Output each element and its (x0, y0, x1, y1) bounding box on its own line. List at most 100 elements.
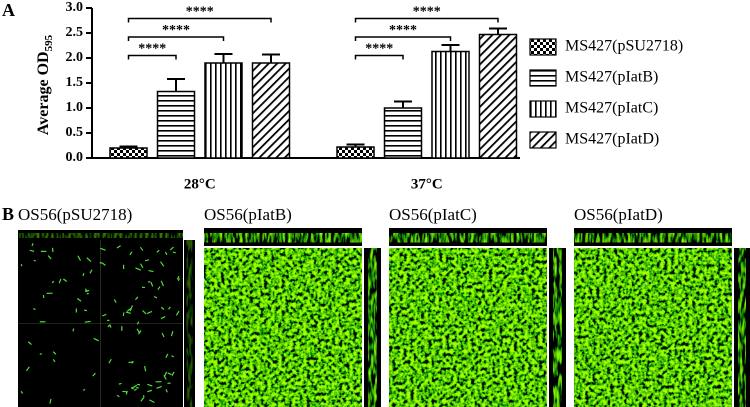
bacterium (116, 394, 120, 398)
y-tick-label: 1.5 (66, 75, 84, 90)
bacterium (130, 387, 134, 390)
bacterium (76, 298, 82, 302)
bacterium (47, 255, 52, 260)
bacterium (136, 383, 141, 386)
significance-bracket (354, 36, 452, 41)
bar (478, 33, 518, 159)
legend-label: MS427(pSU2718) (565, 38, 683, 55)
bacterium (131, 360, 134, 364)
image-caption: OS56(pIatD) (574, 205, 663, 224)
y-axis-label-subscript: 595 (43, 34, 55, 51)
orthogonal-view-side (186, 240, 193, 407)
bacterium (125, 311, 131, 314)
bacterium (101, 262, 106, 266)
image-caption: OS56(pIatB) (204, 205, 292, 224)
bar (156, 90, 196, 159)
bacterium (118, 382, 122, 385)
bacterium (138, 330, 142, 335)
bar (431, 50, 470, 159)
orthogonal-view-top (204, 233, 362, 243)
bacterium (107, 324, 111, 328)
bacterium (51, 280, 55, 284)
bacterium (84, 320, 91, 323)
significance-label: **** (138, 42, 166, 57)
bacterium (172, 251, 176, 254)
bacterium (171, 371, 175, 376)
bacterium (156, 249, 160, 253)
bacterium (168, 306, 171, 310)
biofilm-image (574, 248, 732, 407)
bacterium (160, 306, 165, 311)
bacterium (147, 280, 151, 283)
bacterium (100, 247, 106, 251)
bacterium (29, 249, 35, 253)
bacterium (140, 397, 145, 402)
bacterium (146, 310, 153, 315)
bacterium (142, 310, 147, 315)
orthogonal-view-top (574, 233, 732, 243)
bar (109, 147, 148, 159)
bacterium (160, 316, 166, 320)
bacterium (160, 261, 165, 267)
bacterium (82, 388, 86, 391)
x-tick-label: 28°C (184, 176, 216, 192)
bacterium (33, 307, 36, 311)
bacterium (20, 390, 24, 394)
bar (336, 146, 375, 159)
bacterium (129, 305, 133, 312)
bacterium (126, 308, 132, 312)
bacterium (108, 358, 112, 364)
significance-label: **** (186, 5, 214, 20)
bacterium (165, 389, 168, 393)
bacterium (116, 245, 121, 249)
y-axis-label: Average OD595 (35, 34, 55, 135)
bacterium (160, 280, 164, 287)
image-caption: OS56(pIatC) (389, 205, 477, 224)
biofilm-image (204, 248, 362, 407)
bacterium (102, 313, 107, 317)
bacterium (72, 328, 75, 332)
legend-swatch (529, 131, 557, 149)
significance-bracket (354, 17, 499, 23)
significance-bracket (127, 36, 225, 41)
legend-swatch (529, 69, 557, 87)
bacterium (150, 281, 154, 287)
bacterium (89, 269, 93, 274)
image-caption: OS56(pSU2718) (18, 205, 132, 224)
legend-swatch (529, 38, 557, 56)
bacterium (39, 353, 42, 356)
bacterium (139, 246, 144, 251)
bacterium (31, 243, 34, 247)
legend-label: MS427(pIatD) (565, 131, 659, 148)
bar-chart: 0.0 0.5 1.0 1.5 2.0 2.5 3.0 28°C 37°C **** **** ***… (66, 0, 684, 192)
x-tick-label: 37°C (411, 176, 443, 192)
bacterium (52, 359, 56, 363)
orthogonal-view-top (389, 233, 547, 243)
bacterium (148, 269, 154, 273)
bacterium (161, 332, 165, 338)
significance-label: **** (413, 5, 441, 20)
significance-label: **** (365, 42, 393, 57)
bacterium (169, 246, 174, 251)
bacterium (20, 264, 23, 267)
legend-swatch (529, 100, 557, 118)
y-tick-label: 2.0 (66, 50, 84, 65)
orthogonal-view-side (553, 248, 562, 407)
bacterium (129, 251, 133, 256)
bacterium (84, 288, 88, 293)
bacterium (77, 255, 82, 261)
bar (383, 107, 423, 159)
bacterium (144, 259, 150, 262)
bacterium (33, 259, 36, 262)
bacterium (176, 275, 180, 280)
bacterium (139, 263, 144, 269)
bacterium (49, 398, 52, 404)
orthogonal-view-top (18, 233, 183, 238)
bacterium (171, 355, 175, 358)
bacterium (133, 388, 137, 391)
bacterium (163, 375, 167, 380)
bar (204, 62, 243, 159)
orthogonal-view-side (368, 248, 377, 407)
bacterium (82, 273, 85, 277)
significance-bracket (127, 54, 177, 60)
